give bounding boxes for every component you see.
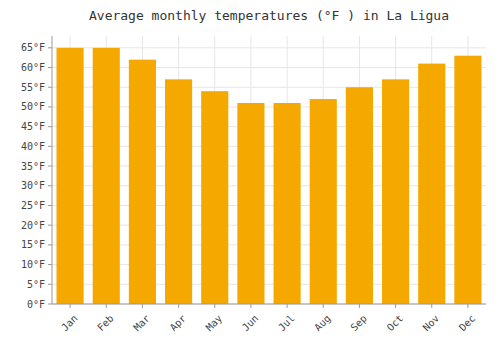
page: {"chart_data": {"type": "bar", "title": … bbox=[0, 0, 500, 350]
grid bbox=[52, 36, 486, 304]
y-tick bbox=[48, 284, 52, 285]
x-tick bbox=[70, 304, 71, 308]
bars bbox=[57, 48, 482, 304]
y-tick-label: 50°F bbox=[21, 101, 45, 112]
y-grid-line bbox=[52, 304, 486, 305]
x-tick-label: Sep bbox=[348, 313, 369, 334]
x-tick-label: Mar bbox=[131, 313, 152, 334]
y-tick-label: 5°F bbox=[27, 279, 45, 290]
y-tick-label: 60°F bbox=[21, 62, 45, 73]
x-tick-label: Nov bbox=[421, 313, 442, 334]
bar bbox=[346, 87, 373, 304]
bar bbox=[454, 56, 481, 304]
x-tick-label: Oct bbox=[385, 313, 406, 334]
bar bbox=[418, 64, 445, 304]
x-tick-label: Dec bbox=[457, 313, 478, 334]
x-tick bbox=[178, 304, 179, 308]
y-tick bbox=[48, 87, 52, 88]
y-tick-label: 0°F bbox=[27, 299, 45, 310]
bar bbox=[57, 48, 84, 304]
x-tick-label: Jun bbox=[240, 313, 261, 334]
y-tick bbox=[48, 47, 52, 48]
y-axis-line bbox=[52, 36, 53, 304]
y-tick-label: 40°F bbox=[21, 141, 45, 152]
bar bbox=[274, 103, 301, 304]
bar bbox=[237, 103, 264, 304]
chart-container: 0°F 5°F 10°F 15°F 20°F 25°F 30°F 35°F 40°F 45°F 50… bbox=[0, 0, 500, 350]
bar bbox=[310, 99, 337, 304]
y-tick-label: 65°F bbox=[21, 42, 45, 53]
x-axis-line bbox=[52, 304, 486, 305]
x-tick bbox=[431, 304, 432, 308]
x-tick bbox=[214, 304, 215, 308]
y-tick bbox=[48, 244, 52, 245]
y-tick-label: 15°F bbox=[21, 239, 45, 250]
y-tick bbox=[48, 205, 52, 206]
y-tick-label: 20°F bbox=[21, 220, 45, 231]
y-tick-label: 55°F bbox=[21, 82, 45, 93]
y-tick bbox=[48, 67, 52, 68]
y-tick bbox=[48, 225, 52, 226]
y-tick bbox=[48, 264, 52, 265]
chart-title: Average monthly temperatures (°F ) in La… bbox=[89, 8, 449, 23]
bar bbox=[93, 48, 120, 304]
y-tick bbox=[48, 166, 52, 167]
bar bbox=[129, 60, 156, 304]
y-tick bbox=[48, 126, 52, 127]
x-tick bbox=[395, 304, 396, 308]
x-tick bbox=[287, 304, 288, 308]
y-tick-label: 35°F bbox=[21, 161, 45, 172]
y-tick-label: 25°F bbox=[21, 200, 45, 211]
x-tick-label: Jul bbox=[276, 313, 297, 334]
x-tick-label: May bbox=[204, 313, 225, 334]
y-tick bbox=[48, 106, 52, 107]
x-tick bbox=[359, 304, 360, 308]
x-tick-label: Jan bbox=[59, 313, 80, 334]
x-tick bbox=[106, 304, 107, 308]
y-tick-label: 45°F bbox=[21, 121, 45, 132]
y-tick bbox=[48, 146, 52, 147]
y-tick bbox=[48, 185, 52, 186]
x-tick-label: Apr bbox=[168, 313, 189, 334]
x-tick bbox=[323, 304, 324, 308]
x-tick bbox=[467, 304, 468, 308]
y-tick-label: 10°F bbox=[21, 259, 45, 270]
axes: 0°F 5°F 10°F 15°F 20°F 25°F 30°F 35°F 40°F 45°F 50… bbox=[21, 36, 486, 333]
x-tick bbox=[142, 304, 143, 308]
y-tick-label: 30°F bbox=[21, 180, 45, 191]
x-tick-label: Aug bbox=[312, 313, 333, 334]
y-tick bbox=[48, 304, 52, 305]
bar bbox=[382, 79, 409, 304]
bar bbox=[201, 91, 228, 304]
bar bbox=[165, 79, 192, 304]
x-tick bbox=[250, 304, 251, 308]
chart-svg: 0°F 5°F 10°F 15°F 20°F 25°F 30°F 35°F 40°F 45°F 50… bbox=[0, 0, 500, 350]
x-tick-label: Feb bbox=[95, 313, 116, 334]
